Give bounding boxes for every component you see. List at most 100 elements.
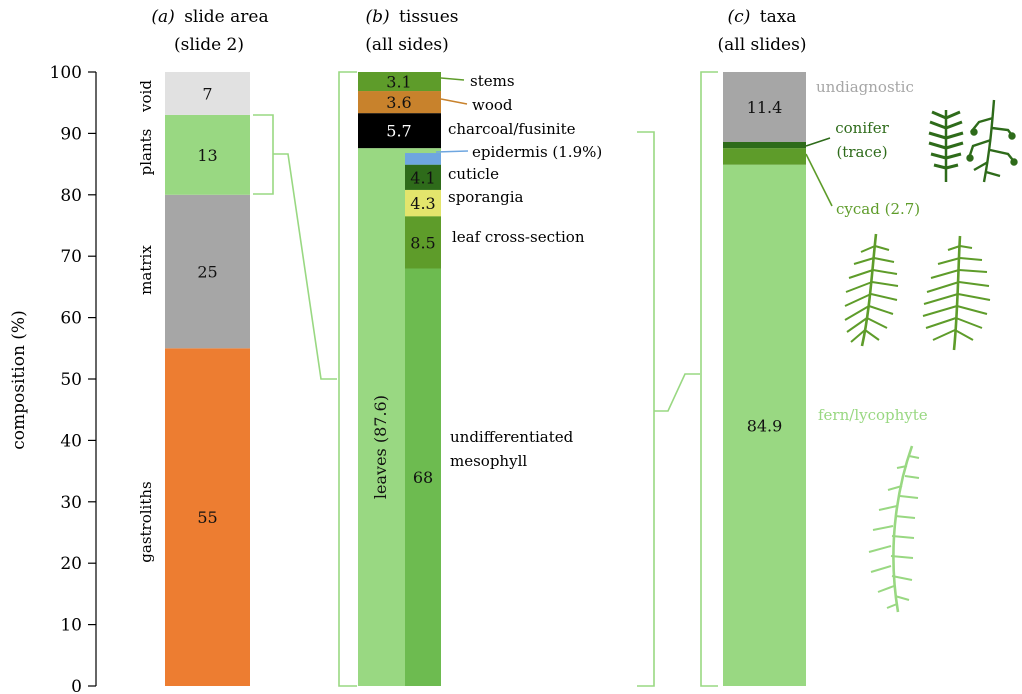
taxa-annotations: undiagnostic conifer (trace) cycad (2.7)… (816, 78, 928, 424)
slide-area-value-label-void: 7 (202, 84, 212, 103)
y-tick-label: 70 (60, 247, 82, 267)
panel-c-title: (c) taxa (all slides) (718, 7, 807, 55)
taxa-value-label-undiagnostic: 11.4 (747, 98, 783, 117)
tissue-segment-wood (358, 91, 441, 114)
y-tick-label: 50 (60, 370, 82, 390)
panel-a-title-text: slide area (184, 7, 268, 27)
y-tick-label: 20 (60, 554, 82, 574)
tissue-value-label-stems: 3.1 (386, 73, 411, 92)
conifer-sprig-icon (966, 99, 1018, 183)
taxa-bracket (700, 71, 718, 687)
tissue-segment-stems (358, 72, 441, 92)
y-tick-label: 40 (60, 431, 82, 451)
y-tick-label: 30 (60, 493, 82, 513)
label-wood: wood (472, 96, 513, 114)
y-tick-label: 60 (60, 309, 82, 329)
y-tick-label: 100 (50, 63, 82, 83)
leaf-breakdown-segment-undifferentiated-mesophyll (405, 268, 441, 686)
label-charcoal: charcoal/fusinite (448, 120, 576, 138)
brackets (253, 71, 718, 687)
leaf-breakdown-segment-leaf-cross-section (405, 216, 441, 269)
category-label-matrix: matrix (137, 245, 155, 295)
leaf-breakdown-value-label-sporangia: 4.3 (410, 194, 435, 213)
tissue-segment-charcoal-fusinite (358, 113, 441, 149)
label-conifer-line2: (trace) (836, 143, 887, 161)
panel-b-title: (b) tissues (all sides) (365, 7, 458, 55)
label-undiagnostic: undiagnostic (816, 78, 914, 96)
leader-conifer (805, 137, 831, 147)
plants-bracket (253, 114, 274, 195)
bar-taxa: 84.9 11.4 (723, 72, 806, 687)
tissues-bracket-right (637, 131, 655, 687)
label-sporangia: sporangia (448, 188, 524, 206)
slide-area-value-label-matrix: 25 (197, 263, 217, 282)
taxa-segment-conifer (723, 141, 806, 149)
category-label-gastroliths: gastroliths (137, 481, 155, 562)
panel-a-title: (a) slide area (slide 2) (151, 7, 268, 55)
y-tick-label: 80 (60, 186, 82, 206)
taxa-leader-lines (805, 137, 833, 207)
bar-slide-area: 55 25 13 7 (165, 72, 250, 686)
label-cycad: cycad (2.7) (836, 200, 920, 218)
y-ticks: 0 10 20 30 40 50 60 70 80 90 100 (50, 63, 96, 694)
category-label-void: void (137, 80, 155, 113)
leaf-breakdown-value-label-undifferentiated-mesophyll: 68 (413, 468, 433, 487)
panel-b-letter: (b) (365, 7, 389, 27)
cycad-frond-icon (844, 233, 899, 347)
panel-c-subtitle: (all slides) (718, 35, 807, 55)
y-tick-label: 0 (71, 677, 82, 694)
tissue-value-label-charcoal-fusinite: 5.7 (386, 122, 411, 141)
leader-cycad (805, 153, 833, 207)
tissue-value-label-wood: 3.6 (386, 93, 411, 112)
panel-b-subtitle: (all sides) (365, 35, 449, 55)
svg-text:(c) taxa: (c) taxa (728, 7, 797, 27)
y-tick-label: 10 (60, 616, 82, 636)
leader-wood (440, 98, 468, 105)
cycad-frond-2-icon (922, 235, 991, 351)
panel-a-subtitle: (slide 2) (174, 35, 244, 55)
y-tick-label: 90 (60, 124, 82, 144)
y-axis: 0 10 20 30 40 50 60 70 80 90 100 composition (%) (9, 63, 97, 694)
connector-tissues-to-taxa (654, 373, 700, 412)
fern-frond-icon (868, 445, 920, 613)
leaf-breakdown-segment-epidermis (405, 153, 441, 165)
tissue-annotations: stems wood charcoal/fusinite epidermis (… (448, 72, 602, 470)
panel-c-title-text: taxa (760, 7, 797, 27)
slide-area-segment-void (165, 72, 250, 115)
leaf-breakdown-segment-cuticle (405, 164, 441, 190)
tissue-rotated-label-leaves: leaves (87.6) (371, 395, 390, 499)
slide-area-value-label-gastroliths: 55 (197, 508, 217, 527)
leader-epidermis (435, 150, 469, 153)
bar-tissues-leaf-breakdown: 68 8.5 4.3 4.1 (405, 153, 441, 686)
panel-a-category-labels: void plants matrix gastroliths (137, 80, 155, 563)
label-fern: fern/lycophyte (818, 406, 928, 424)
conifer-branch-icon (928, 110, 964, 182)
label-mesophyll-line1: undifferentiated (450, 428, 574, 446)
connector-plants-to-tissues (273, 153, 337, 380)
tissues-bracket (338, 71, 357, 687)
leader-stems (440, 77, 465, 81)
y-axis-label: composition (%) (9, 310, 29, 449)
svg-text:(b) tissues: (b) tissues (365, 7, 458, 27)
slide-area-value-label-plants: 13 (197, 146, 217, 165)
leaf-breakdown-value-label-cuticle: 4.1 (410, 168, 435, 187)
label-cuticle: cuticle (448, 165, 499, 183)
slide-area-segment-plants (165, 114, 250, 195)
leaf-breakdown-segment-sporangia (405, 189, 441, 217)
category-label-plants: plants (137, 129, 155, 176)
panel-c-letter: (c) (728, 7, 751, 27)
label-conifer-line1: conifer (835, 119, 889, 137)
taxa-value-label-fern-lycophyte: 84.9 (747, 416, 783, 435)
svg-text:(a) slide area: (a) slide area (151, 7, 268, 27)
panel-b-title-text: tissues (399, 7, 458, 27)
tissue-leader-lines (435, 77, 469, 153)
taxa-segment-fern-lycophyte (723, 164, 806, 687)
label-stems: stems (470, 72, 515, 90)
taxa-segment-undiagnostic (723, 72, 806, 142)
label-leaf-cross-section: leaf cross-section (452, 228, 585, 246)
label-mesophyll-line2: mesophyll (450, 452, 527, 470)
slide-area-segment-matrix (165, 194, 250, 349)
label-epidermis: epidermis (1.9%) (472, 143, 602, 161)
taxa-segment-cycad (723, 148, 806, 165)
